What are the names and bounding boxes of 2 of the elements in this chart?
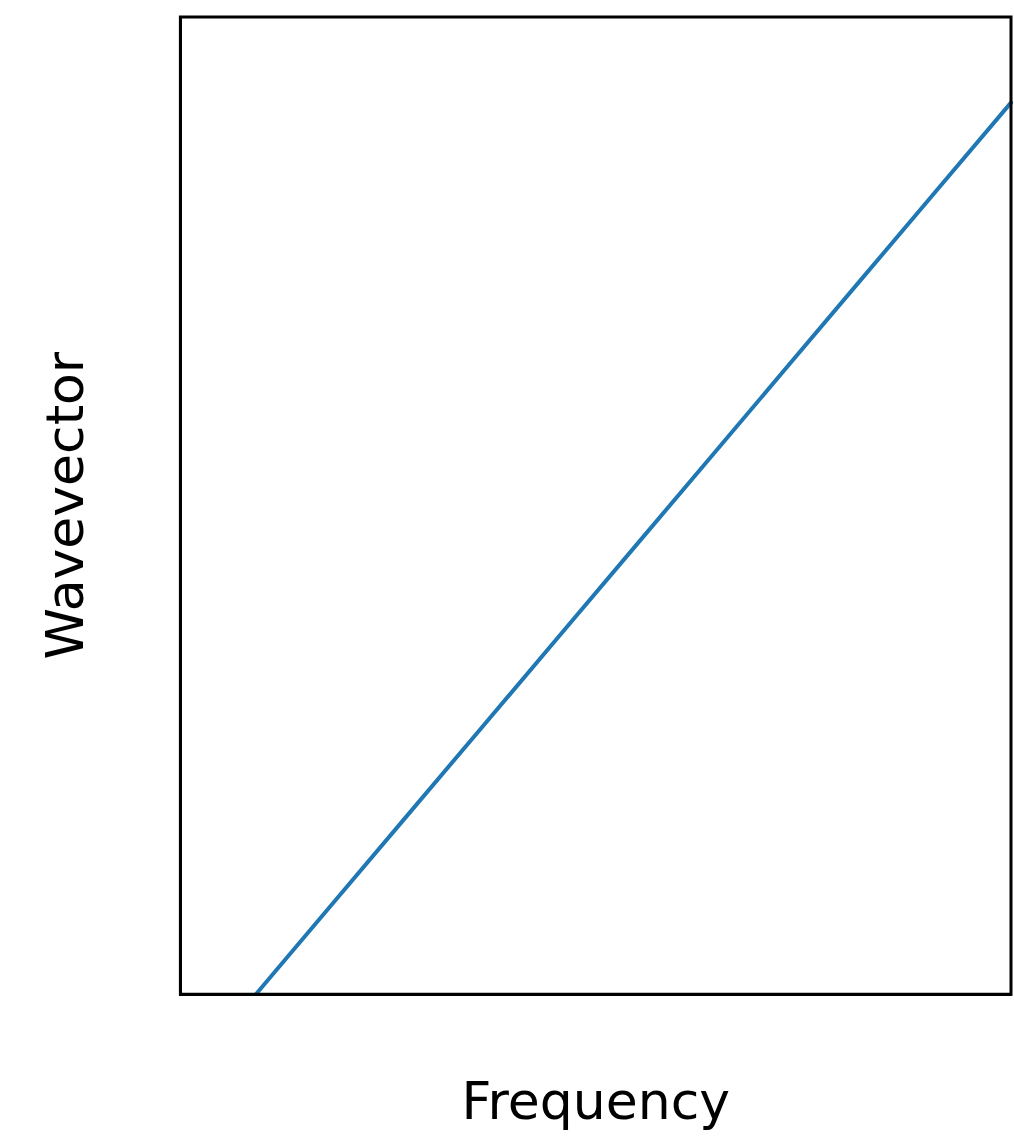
- y-axis-title: Wavevector: [34, 351, 95, 660]
- x-axis-title: Frequency: [461, 1071, 731, 1132]
